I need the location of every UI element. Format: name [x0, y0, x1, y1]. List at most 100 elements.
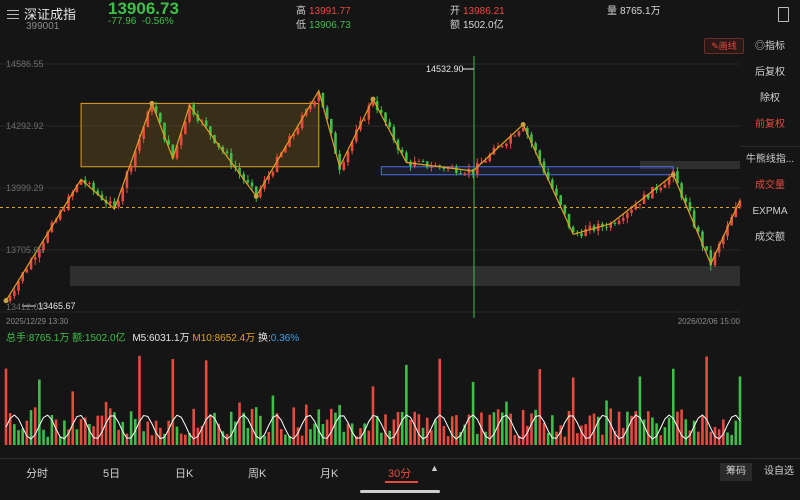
candle-body — [92, 182, 95, 191]
volume-bar — [722, 419, 725, 445]
more-periods-icon[interactable]: ▲ — [430, 463, 439, 473]
volume-bar — [484, 431, 487, 445]
volume-bar — [530, 413, 533, 445]
candle-body — [67, 196, 70, 210]
volume-bar — [355, 436, 358, 445]
candle-body — [238, 167, 241, 174]
kline-chart[interactable]: 14532.90 13465.67 14586.55 14292.92 13999.2… — [0, 56, 745, 328]
volume-bar — [221, 431, 225, 445]
fullscreen-icon[interactable] — [778, 7, 789, 22]
candle-body — [680, 183, 683, 198]
volume-bar — [588, 415, 592, 445]
zigzag-node — [149, 100, 155, 106]
volume-bar — [150, 435, 154, 445]
candle-body — [79, 179, 83, 185]
volume-bar — [471, 381, 475, 445]
adjust-back-button[interactable]: 后复权 — [755, 67, 785, 78]
candle-body — [275, 156, 279, 172]
volume-bar — [363, 423, 366, 445]
candle-body — [442, 167, 446, 169]
volume-bar — [534, 409, 537, 445]
volume-bar — [113, 412, 116, 445]
volume-bar — [330, 408, 333, 445]
overlay-bull-bear[interactable]: 牛熊线指... — [740, 146, 800, 173]
zigzag-boxes — [80, 102, 674, 176]
candle-body — [392, 126, 396, 141]
chart-markers: 14532.90 13465.67 — [0, 64, 740, 311]
volume-bar — [67, 429, 70, 445]
candle-body — [425, 161, 429, 168]
candle-body — [509, 135, 512, 144]
candle-body — [588, 225, 592, 230]
volume-bar — [542, 422, 546, 445]
volume-bar — [38, 379, 41, 445]
draw-line-button[interactable]: ✎画线 — [704, 38, 744, 54]
volume-bar — [551, 415, 554, 445]
candle-body — [175, 145, 179, 159]
candle-body — [571, 226, 575, 233]
volume-bar — [58, 436, 62, 445]
candle-body — [21, 272, 24, 282]
ex-rights-button[interactable]: 除权 — [760, 93, 780, 104]
volume-bar — [300, 435, 304, 445]
zigzag-node — [520, 122, 526, 128]
candle-body — [150, 106, 154, 112]
volume-bar — [559, 425, 562, 445]
volume-bar — [96, 415, 100, 445]
overlay-expma[interactable]: EXPMA — [752, 206, 788, 217]
candle-body — [638, 203, 642, 206]
volume-bar — [450, 416, 454, 445]
volume-bar — [133, 419, 137, 445]
volume-chart[interactable] — [0, 345, 745, 455]
tab-5day[interactable]: 5日 — [103, 468, 121, 480]
overlay-volume[interactable]: 成交量 — [755, 180, 785, 191]
candle-body — [613, 222, 617, 224]
candle-body — [467, 168, 471, 174]
volume-bar — [292, 407, 296, 445]
volume-bar — [229, 411, 233, 445]
candle-body — [46, 231, 49, 243]
candle-body — [626, 212, 629, 219]
tab-30min[interactable]: 30分 — [388, 468, 412, 480]
volume-bar — [605, 400, 608, 445]
tab-daily[interactable]: 日K — [175, 468, 194, 480]
zigzag-node — [670, 172, 676, 178]
volume-bar — [242, 412, 246, 445]
candle-body — [355, 129, 358, 142]
add-watchlist-button[interactable]: 设自选 — [764, 466, 794, 477]
candle-body — [500, 146, 504, 148]
menu-icon[interactable] — [7, 10, 19, 20]
tab-monthly[interactable]: 月K — [320, 468, 339, 480]
chips-button[interactable]: 筹码 — [720, 463, 752, 481]
candle-body — [317, 92, 321, 102]
candle-body — [125, 171, 129, 188]
volume-bar — [171, 359, 175, 445]
volume-bar — [392, 419, 396, 445]
volume-amount: 额:1502.0亿 — [72, 333, 126, 344]
candle-body — [717, 244, 721, 253]
volume-bar — [496, 409, 500, 445]
overlay-amount[interactable]: 成交额 — [755, 232, 785, 243]
candle-body — [642, 194, 646, 204]
candle-body — [254, 186, 258, 197]
volume-bar — [596, 416, 600, 445]
candle-body — [663, 184, 667, 188]
index-name: 深证成指 — [24, 7, 77, 22]
candle-body — [38, 249, 41, 258]
volume-bar — [375, 416, 379, 445]
candle-body — [688, 202, 692, 211]
adjust-forward-button[interactable]: 前复权 — [755, 119, 785, 130]
volume-bar — [567, 411, 571, 445]
pattern-box — [380, 166, 674, 176]
candle-body — [284, 146, 287, 153]
volume-bar — [517, 435, 521, 445]
candle-body — [584, 229, 587, 237]
tab-intraday[interactable]: 分时 — [26, 468, 48, 480]
volume-bar — [17, 430, 20, 445]
volume-bar — [546, 432, 550, 445]
volume-bar — [125, 433, 129, 445]
candle-body — [388, 122, 391, 127]
tab-weekly[interactable]: 周K — [248, 468, 267, 480]
volume-bar — [42, 429, 45, 445]
indicator-button[interactable]: ◎指标 — [755, 41, 785, 52]
